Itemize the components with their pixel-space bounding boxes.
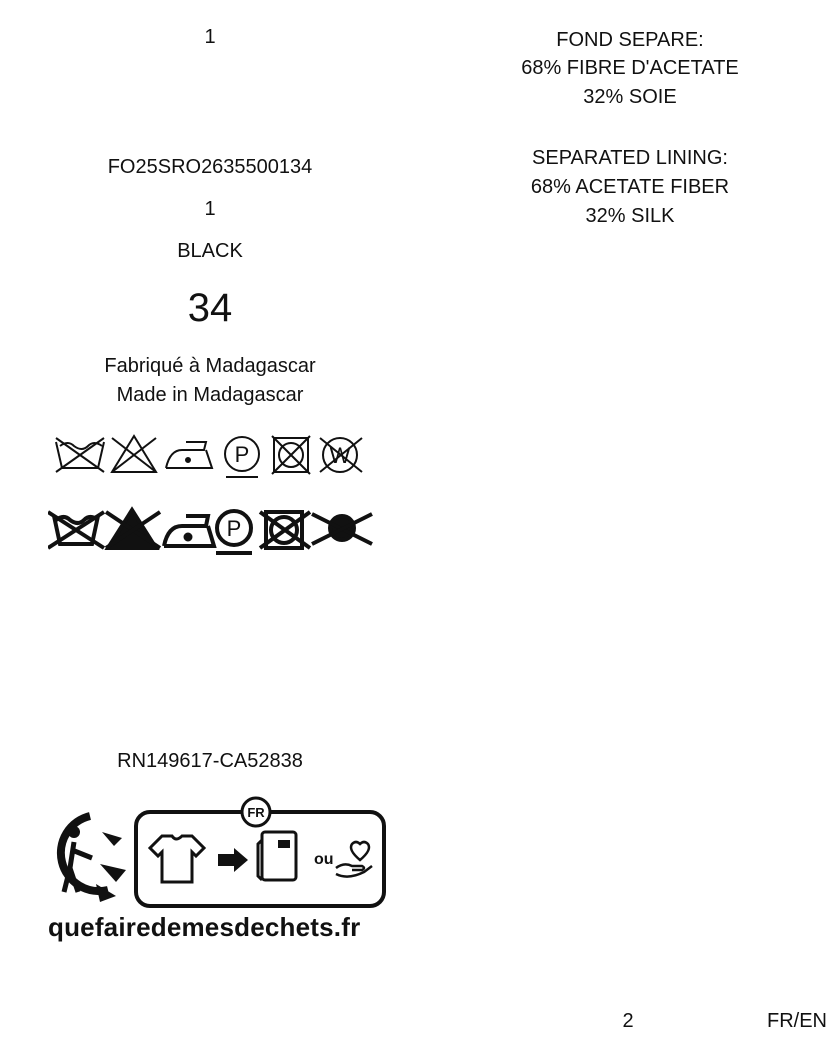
- no-wash-icon: [48, 510, 106, 550]
- composition-fr-line1: 68% FIBRE D'ACETATE: [521, 57, 739, 79]
- triman-figure-icon: [56, 812, 126, 902]
- triman-graphic: FR ou: [56, 796, 386, 908]
- no-bleach-icon: [104, 506, 162, 550]
- no-wash-icon: [55, 437, 105, 473]
- care-icons-row-1: P W: [54, 432, 366, 478]
- arrow-right-icon: [218, 848, 248, 872]
- iron-low-icon: [162, 514, 217, 548]
- count-second: 1: [204, 198, 216, 220]
- color-name: BLACK: [177, 240, 243, 262]
- dry-clean-p-icon: P: [215, 509, 253, 555]
- language-code: FR/EN: [767, 1010, 827, 1032]
- no-bleach-icon: [110, 434, 158, 473]
- care-icons-row-2-svg: P: [48, 506, 373, 555]
- country-badge: FR: [247, 805, 265, 820]
- no-tumble-dry-icon: [271, 435, 311, 475]
- collection-bin-icon: [256, 830, 298, 882]
- composition-en-line2: 32% SILK: [585, 205, 675, 227]
- tshirt-icon: [147, 834, 207, 884]
- care-icons-row-1-svg: P W: [55, 434, 363, 478]
- composition-en-line1: 68% ACETATE FIBER: [530, 176, 730, 198]
- count-top: 1: [204, 26, 216, 48]
- rn-ca-number: RN149617-CA52838: [117, 750, 303, 772]
- no-tumble-dry-icon: [258, 510, 312, 550]
- composition-en-title: SEPARATED LINING:: [532, 147, 728, 169]
- triman-logo: FR ou: [30, 792, 400, 952]
- reference-code: FO25SRO2635500134: [107, 156, 313, 178]
- origin-en: Made in Madagascar: [116, 384, 304, 406]
- composition-fr-title: FOND SEPARE:: [556, 29, 704, 51]
- care-icons-row-2: P: [48, 504, 374, 556]
- donation-hand-icon: [335, 840, 373, 878]
- origin-fr: Fabriqué à Madagascar: [104, 355, 316, 377]
- svg-text:P: P: [235, 442, 250, 467]
- recycling-website: quefairedemesdechets.fr: [48, 912, 361, 942]
- size-value: 34: [187, 286, 233, 330]
- page-number: 2: [622, 1010, 634, 1032]
- no-wet-clean-icon: W: [319, 437, 363, 473]
- dry-clean-p-icon: P: [224, 436, 260, 478]
- iron-low-icon: [165, 441, 214, 469]
- connector-text: ou: [314, 851, 334, 868]
- svg-text:P: P: [227, 516, 242, 541]
- no-wet-clean-icon: [311, 512, 373, 546]
- composition-fr-line2: 32% SOIE: [583, 86, 677, 108]
